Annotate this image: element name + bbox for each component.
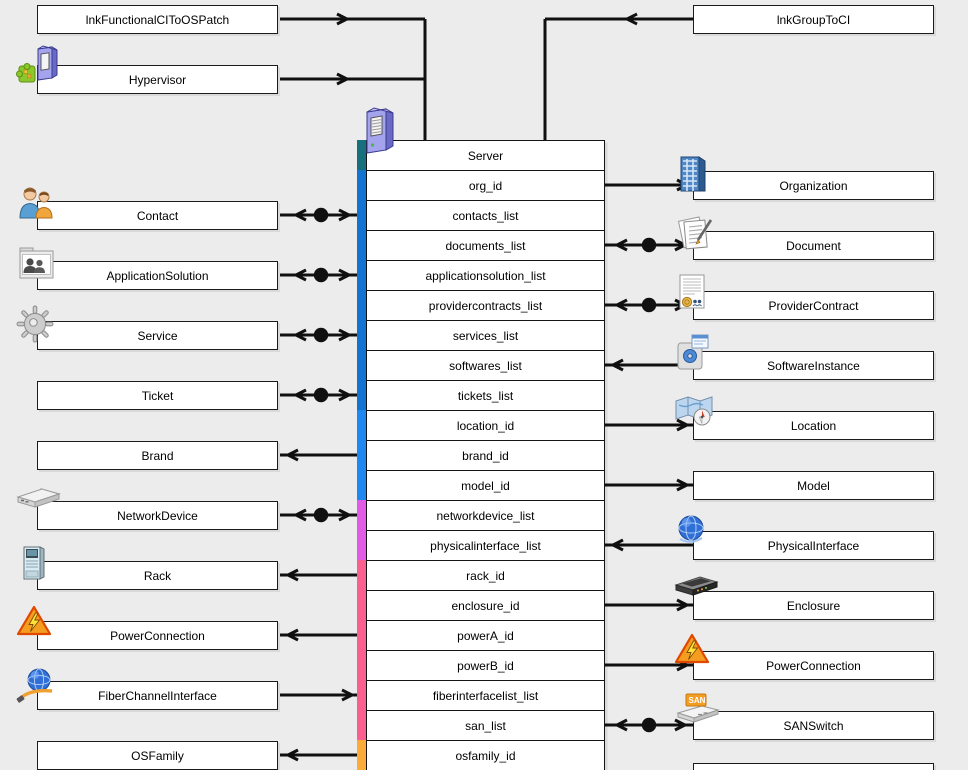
server-field-powerb-id[interactable]: powerB_id [366, 650, 605, 681]
server-attribute-bar-segment-2 [357, 410, 366, 500]
server-field-brand-id[interactable]: brand_id [366, 440, 605, 471]
entity-contact[interactable]: Contact [37, 201, 278, 230]
server-field-softwares-list[interactable]: softwares_list [366, 350, 605, 381]
connection-enclosure [605, 598, 693, 612]
server-field-osfamily-id[interactable]: osfamily_id [366, 740, 605, 770]
server-field-fiberinterfacelist-list[interactable]: fiberinterfacelist_list [366, 680, 605, 711]
entity-model[interactable]: Model [693, 471, 934, 500]
server-field-enclosure-id[interactable]: enclosure_id [366, 590, 605, 621]
server-field-contacts-list[interactable]: contacts_list [366, 200, 605, 231]
entity-enclosure[interactable]: Enclosure [693, 591, 934, 620]
entity-physicalinterface[interactable]: PhysicalInterface [693, 531, 934, 560]
entity-organization[interactable]: Organization [693, 171, 934, 200]
connection-document [605, 237, 693, 253]
connection-ticket [278, 387, 371, 403]
entity-brand[interactable]: Brand [37, 441, 278, 470]
connection-location [605, 418, 693, 432]
server-field-rack-id[interactable]: rack_id [366, 560, 605, 591]
entity-osfamily[interactable]: OSFamily [37, 741, 278, 770]
server-field-location-id[interactable]: location_id [366, 410, 605, 441]
entity-document[interactable]: Document [693, 231, 934, 260]
connection-service [278, 327, 371, 343]
connection-hypervisor [278, 72, 425, 86]
connection-model [605, 478, 693, 492]
connection-organization [605, 178, 693, 192]
connection-contact [278, 207, 371, 223]
entity-fiberchannelinterface[interactable]: FiberChannelInterface [37, 681, 278, 710]
server-field-networkdevice-list[interactable]: networkdevice_list [366, 500, 605, 531]
entity-ticket[interactable]: Ticket [37, 381, 278, 410]
server-attribute-bar-segment-3 [357, 500, 366, 560]
connection-softwareinstance [605, 358, 693, 372]
entity-powerconnection[interactable]: PowerConnection [37, 621, 278, 650]
entity-softwareinstance[interactable]: SoftwareInstance [693, 351, 934, 380]
server-field-tickets-list[interactable]: tickets_list [366, 380, 605, 411]
server-class-title[interactable]: Server [366, 140, 605, 171]
entity-powerconnection[interactable]: PowerConnection [693, 651, 934, 680]
link-lnkgrouptoci[interactable]: lnkGroupToCI [693, 5, 934, 34]
server-field-san-list[interactable]: san_list [366, 710, 605, 741]
server-field-powera-id[interactable]: powerA_id [366, 620, 605, 651]
server-field-physicalinterface-list[interactable]: physicalinterface_list [366, 530, 605, 561]
server-field-org-id[interactable]: org_id [366, 170, 605, 201]
connection-sanswitch [605, 717, 693, 733]
server-field-documents-list[interactable]: documents_list [366, 230, 605, 261]
link-hypervisor[interactable]: Hypervisor [37, 65, 278, 94]
connection-powerconnection [605, 658, 693, 672]
server-field-services-list[interactable]: services_list [366, 320, 605, 351]
server-attribute-bar-segment-0 [357, 140, 366, 170]
connection-networkdevice [278, 507, 371, 523]
entity-rack[interactable]: Rack [37, 561, 278, 590]
entity-applicationsolution[interactable]: ApplicationSolution [37, 261, 278, 290]
connection-physicalinterface [605, 538, 693, 552]
connection-lnkgrouptoci [543, 12, 693, 141]
entity-service[interactable]: Service [37, 321, 278, 350]
entity-sanswitch[interactable]: SANSwitch [693, 711, 934, 740]
server-field-applicationsolution-list[interactable]: applicationsolution_list [366, 260, 605, 291]
server-field-providercontracts-list[interactable]: providercontracts_list [366, 290, 605, 321]
server-attribute-bar-segment-5 [357, 740, 366, 770]
entity-location[interactable]: Location [693, 411, 934, 440]
entity-providercontract[interactable]: ProviderContract [693, 291, 934, 320]
entity-networkdevice[interactable]: NetworkDevice [37, 501, 278, 530]
link-lnkfunctionalcitoospatch[interactable]: lnkFunctionalCIToOSPatch [37, 5, 278, 34]
entity-partial-bottom[interactable] [693, 763, 934, 770]
server-field-model-id[interactable]: model_id [366, 470, 605, 501]
server-attribute-bar-segment-4 [357, 560, 366, 740]
connection-providercontract [605, 297, 693, 313]
server-attribute-bar-segment-1 [357, 170, 366, 410]
